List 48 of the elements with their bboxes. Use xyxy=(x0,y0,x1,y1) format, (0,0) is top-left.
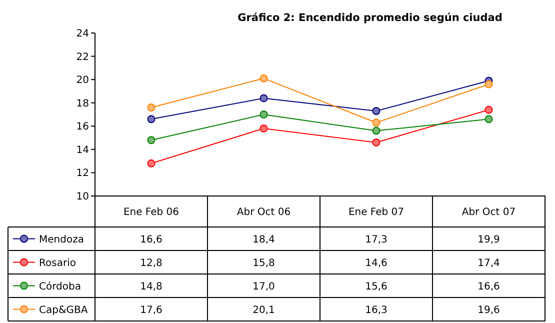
point xyxy=(147,136,156,144)
point xyxy=(260,110,268,118)
x-tick-label: Ene Feb 07 xyxy=(348,207,404,218)
point xyxy=(147,115,156,124)
legend-label: Córdoba xyxy=(39,281,81,292)
data-label: 12,8 xyxy=(140,258,162,269)
data-label: 15,8 xyxy=(252,258,275,269)
point xyxy=(484,80,493,88)
chart-title: Gráfico 2: Encendido promedio según ciudad xyxy=(238,12,502,24)
data-label: 16,6 xyxy=(478,281,500,292)
data-label: 15,6 xyxy=(365,281,388,292)
y-tick-label: 24 xyxy=(76,28,89,40)
y-tick-label: 12 xyxy=(76,168,89,180)
y-tick-label: 14 xyxy=(76,144,89,156)
data-label: 20,1 xyxy=(252,304,275,316)
data-label: 17,3 xyxy=(365,234,388,246)
y-tick-label: 10 xyxy=(76,192,89,202)
y-tick-label: 16 xyxy=(76,122,89,133)
point xyxy=(372,107,380,116)
x-tick-label: Ene Feb 06 xyxy=(123,207,180,218)
data-label: 16,3 xyxy=(365,304,388,316)
data-label: 17,0 xyxy=(252,281,275,292)
point xyxy=(484,106,493,114)
data-label: 19,9 xyxy=(478,234,500,246)
legend-label: Cap&GBA xyxy=(39,304,88,316)
data-label: 18,4 xyxy=(252,234,275,246)
x-tick-label: Abr Oct 07 xyxy=(462,207,516,218)
point xyxy=(147,104,156,112)
data-label: 17,6 xyxy=(140,304,162,316)
point xyxy=(372,118,380,127)
y-tick-label: 18 xyxy=(76,98,89,110)
point xyxy=(484,115,493,124)
data-label: 19,6 xyxy=(478,304,500,316)
point xyxy=(260,74,268,82)
point xyxy=(372,126,380,135)
x-tick-label: Abr Oct 06 xyxy=(236,207,291,218)
y-tick-label: 22 xyxy=(76,52,89,63)
point xyxy=(372,138,380,146)
point xyxy=(147,159,156,168)
data-label: 16,6 xyxy=(140,234,162,246)
data-label: 17,4 xyxy=(478,258,500,269)
data-label: 14,8 xyxy=(140,281,162,292)
data-label: 14,6 xyxy=(365,258,388,269)
legend-label: Rosario xyxy=(39,258,76,269)
y-tick-label: 20 xyxy=(76,75,89,86)
legend-label: Mendoza xyxy=(39,234,84,246)
point xyxy=(260,124,268,132)
point xyxy=(260,94,268,102)
